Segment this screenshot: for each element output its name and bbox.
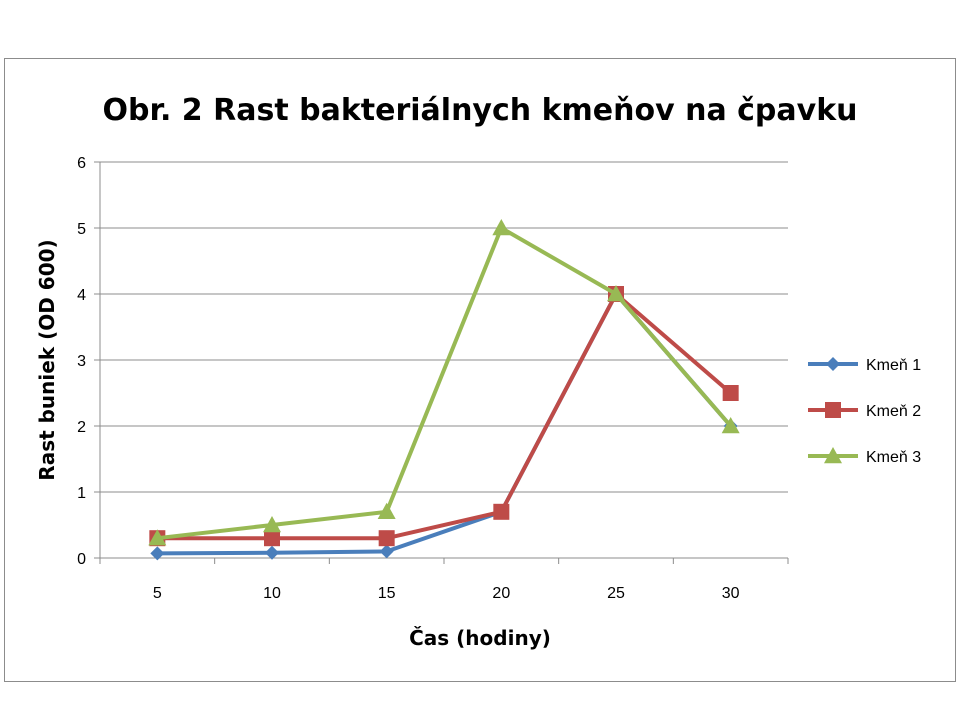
series-3 <box>148 219 740 546</box>
series-2 <box>149 286 739 547</box>
x-tick-label: 20 <box>492 585 510 602</box>
data-point <box>150 546 165 561</box>
x-axis-label: Čas (hodiny) <box>409 626 551 650</box>
y-tick-label: 3 <box>77 353 86 370</box>
data-point <box>265 545 279 560</box>
legend-label: Kmeň 1 <box>866 357 921 374</box>
y-tick-label: 0 <box>77 551 86 568</box>
y-tick-labels: 0 1 2 3 4 5 6 <box>77 155 86 568</box>
data-point <box>492 219 511 236</box>
series-1 <box>150 287 738 561</box>
x-tick-label: 5 <box>153 585 162 602</box>
data-point <box>263 516 281 533</box>
y-tick-label: 2 <box>77 419 86 436</box>
y-tick-label: 6 <box>77 155 86 172</box>
data-point <box>721 417 740 434</box>
series-group <box>148 219 740 561</box>
data-point <box>379 544 394 559</box>
y-tick-label: 5 <box>77 221 86 238</box>
legend-entry-3: Kmeň 3 <box>808 447 921 466</box>
legend-marker <box>824 447 842 464</box>
data-point <box>493 503 510 520</box>
x-tick-label: 15 <box>378 585 396 602</box>
data-point <box>607 285 625 302</box>
y-axis-label: Rast buniek (OD 600) <box>35 239 59 480</box>
x-tick-labels: 5 10 15 20 25 30 <box>153 585 740 602</box>
legend-entry-2: Kmeň 2 <box>808 402 921 420</box>
series-line-2 <box>157 292 732 541</box>
data-point <box>378 530 395 547</box>
axes <box>94 161 789 564</box>
legend-marker <box>826 357 840 371</box>
chart-title: Obr. 2 Rast bakteriálnych kmeňov na čpav… <box>102 93 857 128</box>
x-tick-label: 25 <box>607 585 625 602</box>
legend-marker <box>825 402 841 418</box>
x-tick-label: 10 <box>263 585 281 602</box>
legend-label: Kmeň 3 <box>866 449 921 466</box>
gridlines <box>100 161 788 493</box>
data-point <box>722 385 739 401</box>
y-tick-label: 1 <box>77 485 86 502</box>
legend: Kmeň 1 Kmeň 2 Kmeň 3 <box>808 357 921 466</box>
data-point <box>264 530 280 547</box>
legend-label: Kmeň 2 <box>866 403 921 420</box>
series-line-1 <box>157 292 733 556</box>
y-tick-label: 4 <box>77 287 86 304</box>
x-tick-label: 30 <box>722 585 740 602</box>
series-line-3 <box>157 226 733 541</box>
data-point <box>377 502 396 519</box>
legend-entry-1: Kmeň 1 <box>808 357 921 374</box>
data-point <box>148 529 167 546</box>
